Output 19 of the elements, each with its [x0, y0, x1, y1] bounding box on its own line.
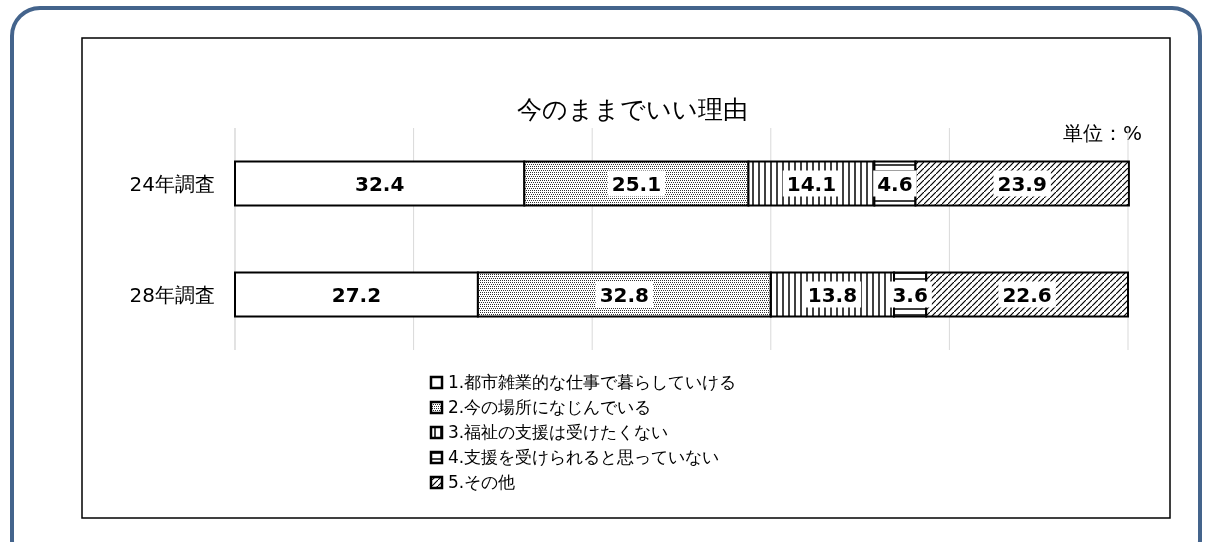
data-label: 32.8	[599, 282, 650, 307]
data-label: 4.6	[877, 171, 913, 196]
data-label: 27.2	[331, 282, 382, 307]
y-tick-label: 24年調査	[129, 171, 215, 196]
annotation: 単位：%	[1062, 121, 1142, 145]
legend-label: 3.福祉の支援は受けたくない	[448, 422, 669, 442]
legend-label: 2.今の場所になじんでいる	[448, 397, 652, 417]
data-label: 32.4	[354, 171, 405, 196]
legend-label: 1.都市雑業的な仕事で暮らしていける	[448, 372, 737, 392]
legend-label: 5.その他	[448, 472, 516, 492]
data-label: 3.6	[892, 282, 928, 307]
data-label: 13.8	[807, 282, 858, 307]
y-tick-label: 28年調査	[129, 282, 215, 307]
data-label: 25.1	[611, 171, 662, 196]
title: 今のままでいい理由	[516, 95, 748, 124]
legend-label: 4.支援を受けられると思っていない	[448, 447, 720, 467]
data-label: 14.1	[786, 171, 837, 196]
data-label: 22.6	[1002, 282, 1052, 307]
data-label: 23.9	[997, 171, 1047, 196]
